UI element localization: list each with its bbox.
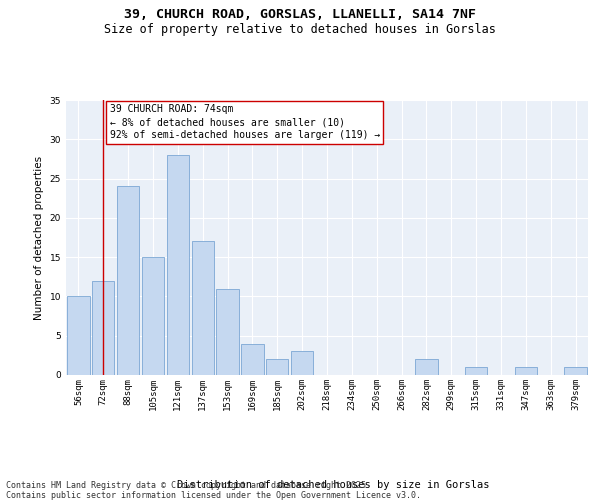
Bar [92, 280, 115, 375]
Bar [191, 242, 214, 375]
Bar [465, 367, 487, 375]
Bar [217, 288, 239, 375]
Text: Contains HM Land Registry data © Crown copyright and database right 2025.
Contai: Contains HM Land Registry data © Crown c… [6, 480, 421, 500]
Bar [167, 155, 189, 375]
Text: Distribution of detached houses by size in Gorslas: Distribution of detached houses by size … [177, 480, 489, 490]
Bar [142, 257, 164, 375]
Text: 39 CHURCH ROAD: 74sqm
← 8% of detached houses are smaller (10)
92% of semi-detac: 39 CHURCH ROAD: 74sqm ← 8% of detached h… [110, 104, 380, 141]
Bar [241, 344, 263, 375]
Bar [291, 352, 313, 375]
Bar [415, 360, 437, 375]
Text: Size of property relative to detached houses in Gorslas: Size of property relative to detached ho… [104, 22, 496, 36]
Text: 39, CHURCH ROAD, GORSLAS, LLANELLI, SA14 7NF: 39, CHURCH ROAD, GORSLAS, LLANELLI, SA14… [124, 8, 476, 20]
Bar [266, 360, 289, 375]
Bar [67, 296, 89, 375]
Bar [117, 186, 139, 375]
Bar [515, 367, 537, 375]
Y-axis label: Number of detached properties: Number of detached properties [34, 156, 44, 320]
Bar [565, 367, 587, 375]
